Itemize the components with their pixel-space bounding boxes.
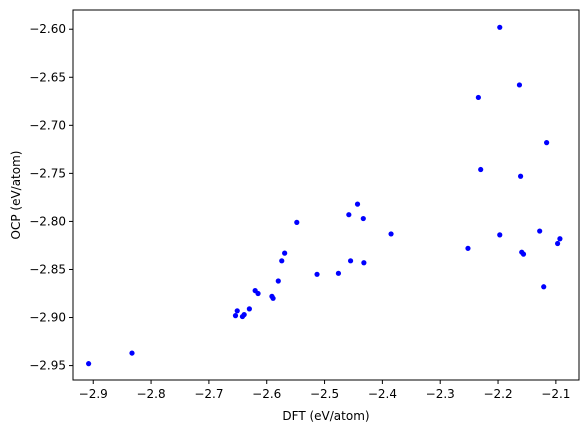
- data-point-6: [246, 306, 252, 312]
- data-point-25: [478, 166, 484, 173]
- data-point-18: [347, 258, 354, 264]
- x-tick-label: −2.5: [310, 387, 339, 401]
- data-point-10: [270, 295, 276, 301]
- data-point-22: [388, 231, 394, 237]
- x-tick-label: −2.6: [252, 387, 281, 401]
- data-point-20: [360, 215, 366, 222]
- y-tick-label: −2.80: [29, 214, 66, 228]
- data-point-32: [537, 228, 543, 234]
- data-point-28: [516, 82, 523, 88]
- data-point-17: [346, 212, 352, 218]
- data-point-34: [544, 140, 550, 146]
- y-axis-label: OCP (eV/atom): [9, 151, 23, 240]
- data-point-16: [335, 270, 342, 276]
- y-tick-label: −2.70: [29, 118, 66, 132]
- data-points-group: [86, 24, 563, 367]
- x-tick-label: −2.9: [79, 387, 108, 401]
- data-point-36: [557, 236, 563, 242]
- data-point-11: [275, 278, 281, 284]
- data-point-15: [314, 271, 320, 277]
- x-tick-label: −2.4: [368, 387, 397, 401]
- y-tick-label: −2.90: [29, 311, 66, 325]
- data-point-26: [497, 24, 503, 30]
- x-tick-label: −2.8: [136, 387, 165, 401]
- data-point-1: [129, 350, 135, 356]
- data-point-24: [475, 94, 481, 101]
- y-tick-label: −2.60: [29, 22, 66, 36]
- data-point-0: [86, 361, 92, 367]
- x-tick-label: −2.2: [483, 387, 512, 401]
- y-tick-label: −2.95: [29, 359, 66, 373]
- data-point-29: [517, 173, 524, 179]
- data-point-12: [279, 258, 285, 264]
- x-tick-label: −2.3: [426, 387, 455, 401]
- data-point-27: [497, 232, 503, 238]
- data-point-33: [541, 284, 547, 290]
- data-point-19: [354, 201, 361, 207]
- y-tick-label: −2.65: [29, 70, 66, 84]
- x-tick-label: −2.1: [541, 387, 570, 401]
- data-point-35: [555, 240, 561, 247]
- data-point-8: [255, 290, 261, 297]
- x-axis-ticks: −2.9 −2.8 −2.7 −2.6 −2.5 −2.4 −2.3 −2.2 −2.1: [79, 380, 570, 401]
- data-point-31: [520, 251, 527, 257]
- data-point-23: [465, 245, 471, 251]
- x-tick-label: −2.7: [194, 387, 223, 401]
- plot-frame: [72, 9, 580, 381]
- y-tick-label: −2.85: [29, 262, 66, 276]
- data-point-13: [282, 250, 288, 256]
- data-point-21: [361, 260, 367, 266]
- data-point-3: [234, 308, 240, 314]
- data-point-2: [232, 313, 239, 319]
- y-axis-ticks: −2.95 −2.90 −2.85 −2.80 −2.75 −2.70 −2.65 −2.60: [29, 22, 73, 373]
- data-point-14: [294, 219, 300, 225]
- data-point-5: [241, 312, 247, 318]
- y-tick-label: −2.75: [29, 166, 66, 180]
- x-axis-label: DFT (eV/atom): [282, 409, 369, 423]
